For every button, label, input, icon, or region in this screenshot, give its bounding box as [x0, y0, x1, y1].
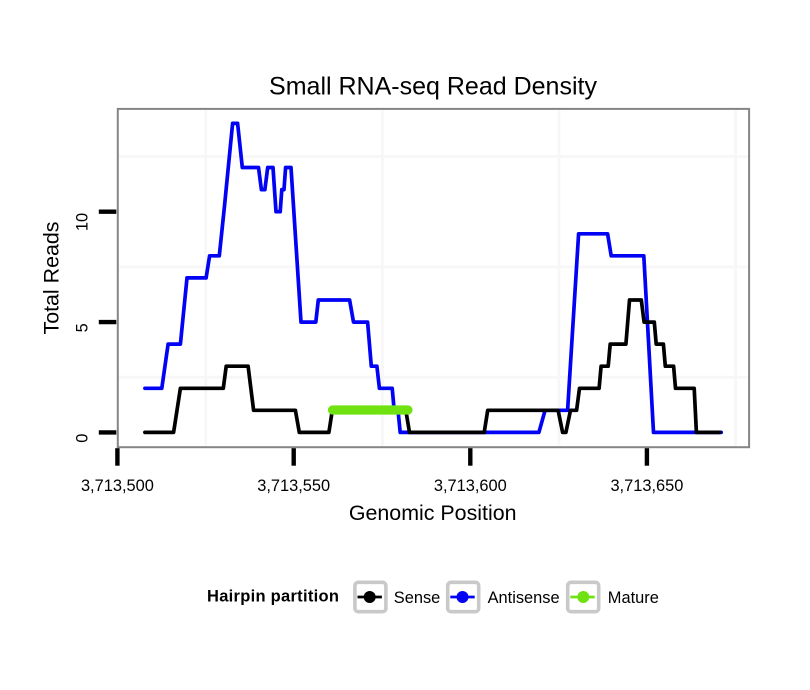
svg-text:3,713,550: 3,713,550 [257, 477, 330, 495]
svg-text:Sense: Sense [394, 589, 440, 607]
svg-text:Mature: Mature [608, 589, 659, 607]
svg-text:5: 5 [74, 323, 92, 332]
svg-text:Total Reads: Total Reads [40, 222, 64, 335]
svg-text:10: 10 [74, 213, 92, 231]
svg-text:3,713,500: 3,713,500 [81, 477, 154, 495]
svg-text:Antisense: Antisense [488, 589, 560, 607]
svg-text:3,713,650: 3,713,650 [610, 477, 683, 495]
svg-text:0: 0 [74, 434, 92, 443]
svg-text:Small RNA-seq Read Density: Small RNA-seq Read Density [269, 72, 597, 100]
svg-text:Genomic Position: Genomic Position [349, 501, 517, 525]
svg-text:Hairpin partition: Hairpin partition [207, 587, 339, 605]
svg-text:3,713,600: 3,713,600 [434, 477, 507, 495]
